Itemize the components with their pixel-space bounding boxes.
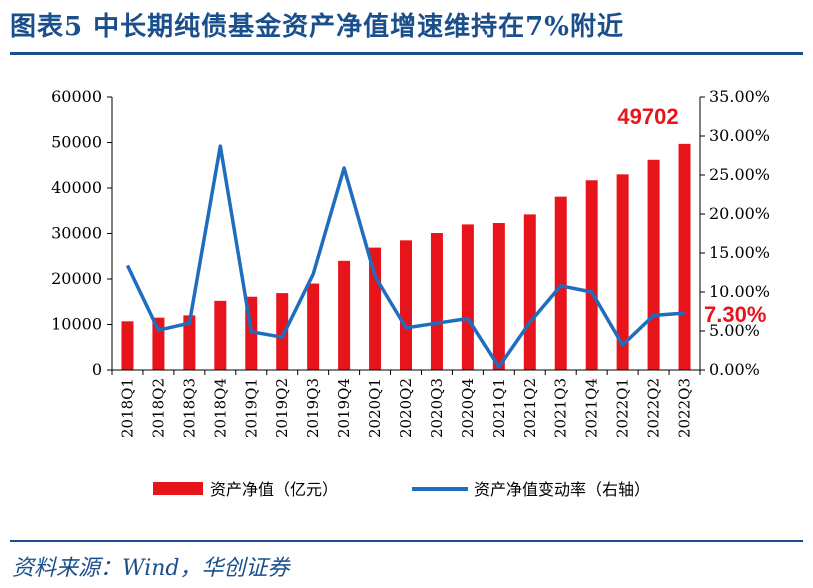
left-tick-label: 50000 — [51, 133, 102, 152]
left-tick-label: 20000 — [51, 269, 102, 288]
right-tick-label: 35.00% — [709, 87, 770, 106]
bar — [121, 321, 134, 370]
bar — [554, 196, 567, 370]
bar — [616, 174, 629, 370]
left-tick-label: 30000 — [51, 224, 102, 243]
category-label: 2019Q2 — [273, 378, 291, 438]
chart: 0 10000 20000 30000 40000 50000 60000 0.00% 5.0… — [51, 87, 770, 499]
category-label: 2022Q1 — [614, 378, 632, 438]
right-axis-ticks: 0.00% 5.00% 10.00% 15.00% 20.00% 25.00% 30.00%… — [700, 87, 770, 379]
bar — [678, 143, 691, 370]
bar — [647, 159, 660, 370]
category-label: 2021Q2 — [521, 378, 539, 438]
bar — [585, 180, 598, 370]
category-label: 2019Q3 — [304, 378, 322, 438]
right-tick-label: 20.00% — [709, 204, 770, 223]
category-label: 2018Q2 — [149, 378, 167, 438]
source-note: 资料来源：Wind，华创证券 — [12, 556, 290, 581]
right-tick-label: 15.00% — [709, 243, 770, 262]
footer-rule — [10, 540, 803, 542]
left-tick-label: 40000 — [51, 178, 102, 197]
bar — [492, 223, 505, 370]
left-tick-label: 0 — [92, 360, 102, 379]
rate-line — [125, 144, 685, 369]
category-label: 2018Q4 — [211, 378, 229, 438]
left-axis-ticks: 0 10000 20000 30000 40000 50000 60000 — [51, 87, 112, 379]
bar — [461, 224, 474, 370]
bar — [307, 283, 320, 370]
bar — [183, 315, 196, 370]
bar-series — [121, 143, 691, 370]
left-tick-label: 60000 — [51, 87, 102, 106]
right-tick-label: 30.00% — [709, 126, 770, 145]
category-label: 2020Q4 — [459, 378, 477, 438]
bar — [152, 317, 165, 370]
category-label: 2018Q3 — [180, 378, 198, 438]
category-label: 2020Q3 — [428, 378, 446, 438]
category-label: 2022Q2 — [645, 378, 663, 438]
bar — [276, 293, 289, 370]
category-label: 2021Q4 — [583, 378, 601, 438]
category-label: 2020Q2 — [397, 378, 415, 438]
bar — [338, 260, 351, 370]
bar — [400, 240, 412, 370]
category-label: 2021Q1 — [490, 378, 508, 438]
legend-bar-label: 资产净值（亿元） — [210, 480, 338, 499]
category-label: 2022Q3 — [676, 378, 694, 438]
bar — [523, 214, 536, 370]
right-tick-label: 5.00% — [709, 321, 760, 340]
legend-line-label: 资产净值变动率（右轴） — [474, 480, 650, 499]
category-label: 2019Q1 — [242, 378, 260, 438]
last-rate-callout: 7.30% — [704, 302, 766, 327]
chart-title: 图表5 中长期纯债基金资产净值增速维持在7%附近 — [10, 12, 624, 42]
title-rule — [10, 52, 803, 55]
bar — [214, 300, 227, 370]
left-tick-label: 10000 — [51, 315, 102, 334]
legend-bar-swatch — [153, 482, 203, 495]
line-series — [125, 144, 685, 369]
category-label: 2018Q1 — [118, 378, 136, 438]
right-tick-label: 25.00% — [709, 165, 770, 184]
category-label: 2020Q1 — [366, 378, 384, 438]
bar — [430, 233, 443, 370]
right-tick-label: 10.00% — [709, 282, 770, 301]
category-label: 2019Q4 — [335, 378, 353, 438]
category-label: 2021Q3 — [552, 378, 570, 438]
category-labels: 2018Q1 2018Q2 2018Q3 2018Q4 2019Q1 2019Q2 2019… — [111, 370, 701, 438]
last-bar-callout: 49702 — [617, 104, 678, 129]
right-tick-label: 0.00% — [709, 360, 760, 379]
